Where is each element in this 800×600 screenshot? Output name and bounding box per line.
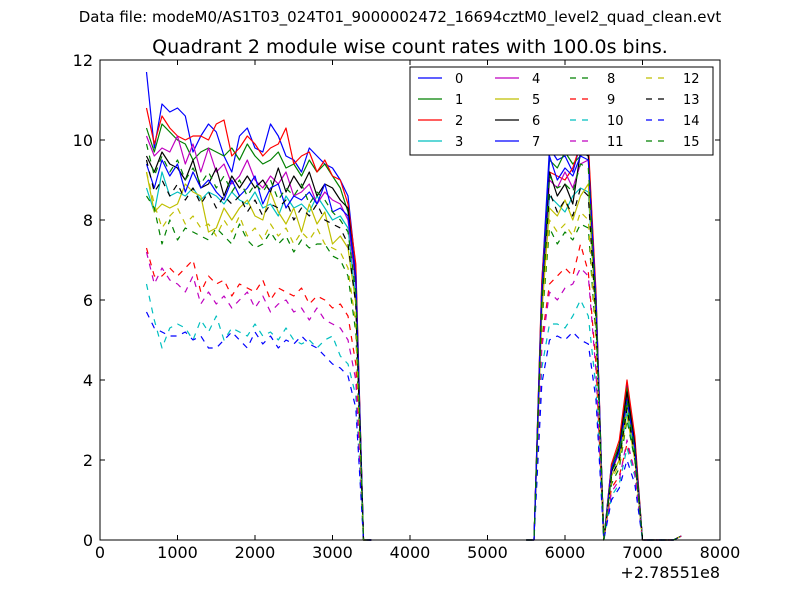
series-line-12: [526, 211, 682, 541]
series-line-1: [145, 123, 372, 541]
series-line-8: [145, 195, 372, 541]
series-line-12: [145, 171, 372, 541]
series-line-1: [526, 147, 682, 541]
series-line-3: [145, 171, 372, 541]
y-tick-label: 6: [83, 291, 93, 310]
legend-label-8: 8: [607, 72, 615, 87]
y-tick-label: 4: [83, 371, 93, 390]
series-line-10: [526, 299, 682, 541]
legend-label-2: 2: [455, 114, 463, 129]
legend-box: [409, 66, 714, 156]
series-line-3: [526, 187, 682, 541]
x-tick-label: 0: [95, 543, 105, 562]
legend-label-6: 6: [532, 114, 540, 129]
x-tick-label: 2000: [235, 543, 276, 562]
series-line-11: [526, 267, 682, 541]
legend-label-11: 11: [607, 135, 624, 150]
legend-label-9: 9: [607, 93, 615, 108]
legend-label-3: 3: [455, 135, 463, 150]
legend-label-15: 15: [683, 135, 700, 150]
legend-label-5: 5: [532, 93, 540, 108]
series-line-15: [145, 143, 372, 541]
x-tick-label: 4000: [390, 543, 431, 562]
legend-label-10: 10: [607, 114, 624, 129]
y-tick-label: 2: [83, 451, 93, 470]
series-line-6: [145, 151, 372, 541]
legend-label-14: 14: [683, 114, 700, 129]
series-line-14: [145, 311, 372, 541]
x-tick-label: 7000: [622, 543, 663, 562]
x-tick-label: 6000: [545, 543, 586, 562]
legend-label-0: 0: [455, 72, 463, 87]
chart-title: Quadrant 2 module wise count rates with …: [152, 36, 668, 58]
x-tick-label: 1000: [157, 543, 198, 562]
legend-label-7: 7: [532, 135, 540, 150]
series-line-0: [145, 71, 372, 541]
series-line-8: [526, 223, 682, 541]
series-line-7: [145, 159, 372, 541]
y-tick-label: 12: [73, 51, 93, 70]
legend-label-13: 13: [683, 93, 700, 108]
series-line-4: [526, 159, 682, 541]
series-line-10: [145, 283, 372, 541]
x-offset-label: +2.78551e8: [620, 563, 720, 582]
series-line-11: [145, 251, 372, 541]
series-line-5: [526, 183, 682, 541]
legend-label-12: 12: [683, 72, 700, 87]
x-tick-label: 8000: [700, 543, 741, 562]
series-line-14: [526, 331, 682, 541]
series-line-13: [526, 187, 682, 541]
x-tick-label: 5000: [467, 543, 508, 562]
y-tick-label: 10: [73, 131, 93, 150]
series-line-9: [145, 247, 372, 541]
y-tick-label: 8: [83, 211, 93, 230]
legend-label-4: 4: [532, 72, 540, 87]
ticks-layer: 0 1000 2000 3000 4000 5000 6000 7000 80000246810…: [73, 51, 741, 562]
y-tick-label: 0: [83, 531, 93, 550]
series-line-9: [526, 243, 682, 541]
series-line-2: [145, 107, 372, 541]
x-tick-label: 3000: [312, 543, 353, 562]
legend-label-1: 1: [455, 93, 463, 108]
data-file-label: Data file: modeM0/AS1T03_024T01_90000024…: [78, 8, 722, 26]
